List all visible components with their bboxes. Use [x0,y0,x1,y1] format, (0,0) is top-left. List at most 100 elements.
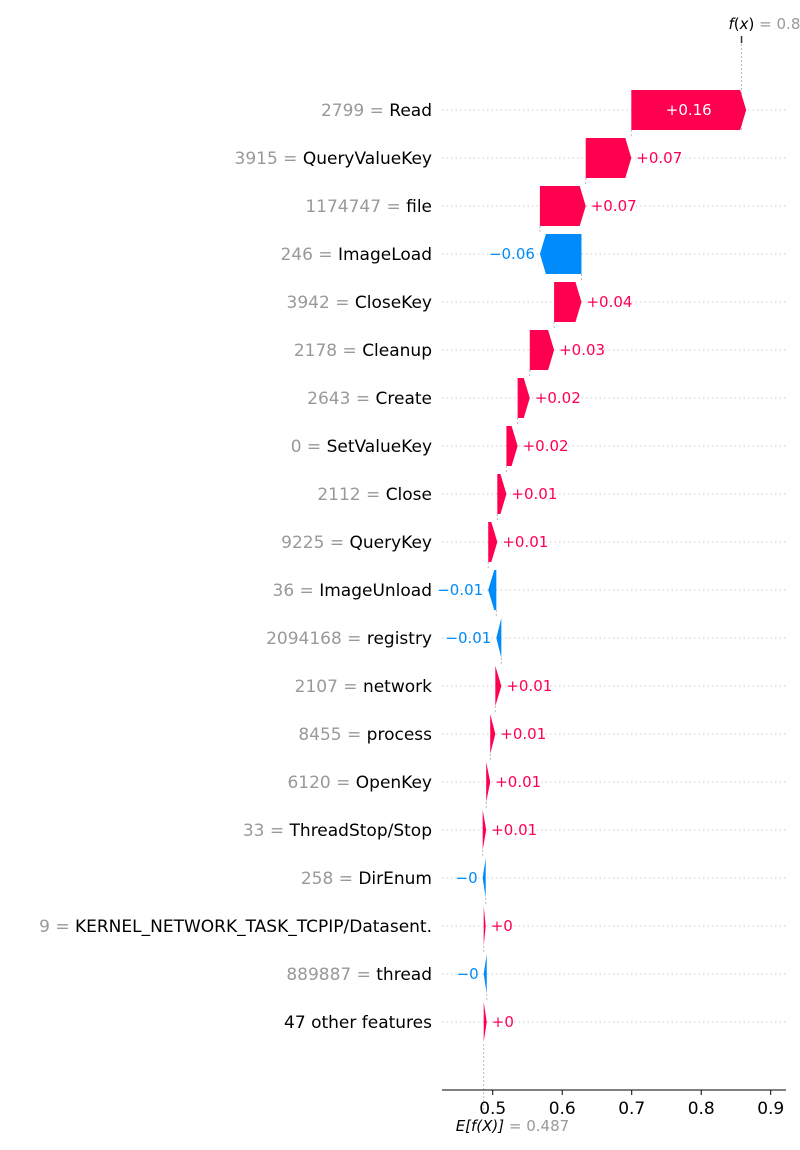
feature-value: 1174747 = [305,197,406,217]
feature-value: 246 = [280,245,338,265]
bar-value-label: +0.01 [491,821,537,839]
feature-label: 9225 = QueryKey [281,533,432,553]
contribution-bar [495,666,502,706]
contribution-bars: +0.16 +0.07 +0.07 −0.06 +0.04 +0.03 +0.02 +0.02… [437,90,747,1042]
feature-value: 9 = [39,917,75,937]
feature-label: 36 = ImageUnload [273,581,432,601]
feature-label: 1174747 = file [305,197,432,217]
contribution-bar [496,618,502,658]
x-tick-label: 0.8 [688,1099,715,1119]
feature-value: 36 = [273,581,320,601]
feature-name: network [363,677,432,697]
bar-value-label: −0 [457,965,479,983]
fx-close: ) [749,15,760,33]
fx-x: x [739,15,749,33]
feature-value: 889887 = [286,965,376,985]
feature-name: Close [386,485,432,505]
feature-value: 9225 = [281,533,349,553]
bar-value-label: +0.01 [500,725,546,743]
contribution-bar [482,858,486,898]
bar-value-label: +0.03 [559,341,605,359]
bar-value-label: +0.02 [523,437,569,455]
feature-value: 0 = [291,437,327,457]
contribution-bar [539,234,582,274]
bar-value-label: −0.01 [445,629,491,647]
feature-name: file [406,197,432,217]
feature-value: 2178 = [294,341,362,361]
x-axis: 0.5 0.6 0.7 0.8 0.9 [442,1089,786,1119]
fx-value: = 0.8 [759,15,800,33]
feature-label: 3915 = QueryValueKey [235,149,433,169]
feature-name: Cleanup [362,341,432,361]
feature-name: process [367,725,432,745]
feature-label: 2799 = Read [321,101,432,121]
feature-name: KERNEL_NETWORK_TASK_TCPIP/Datasent. [75,917,432,937]
feature-label: 0 = SetValueKey [291,437,432,457]
contribution-bar [488,522,498,562]
contribution-bar [482,810,487,850]
feature-name: SetValueKey [327,437,432,457]
feature-label: 2178 = Cleanup [294,341,432,361]
feature-name: ThreadStop/Stop [289,821,432,841]
contribution-bar [529,330,555,370]
bar-value-label: +0.02 [535,389,581,407]
bar-value-label: +0 [492,1013,514,1031]
fx-annotation: f(x) = 0.8 [729,15,800,33]
bar-value-label: +0.01 [506,677,552,695]
feature-label: 2643 = Create [307,389,432,409]
contribution-bar [631,90,747,130]
feature-name: DirEnum [358,869,432,889]
feature-labels: 2799 = Read 3915 = QueryValueKey 1174747 =… [39,101,432,1033]
feature-label: 246 = ImageLoad [280,245,432,265]
feature-value: 3915 = [235,149,303,169]
base-value: = 0.487 [509,1117,569,1135]
feature-name: registry [367,629,432,649]
feature-value: 6120 = [287,773,355,793]
feature-name: 47 other features [284,1013,432,1033]
feature-label: 3942 = CloseKey [287,293,432,313]
contribution-bar [483,906,486,946]
feature-name: QueryValueKey [303,149,432,169]
contribution-bar [497,474,507,514]
bar-value-label: +0 [491,917,513,935]
feature-label: 2112 = Close [317,485,432,505]
feature-name: thread [376,965,432,985]
bar-value-label: +0.04 [586,293,632,311]
x-tick-label: 0.7 [618,1099,645,1119]
bar-value-label: −0.06 [489,245,535,263]
contribution-bar [554,282,582,322]
feature-label: 2107 = network [295,677,433,697]
feature-label: 9 = KERNEL_NETWORK_TASK_TCPIP/Datasent. [39,917,432,937]
feature-name: OpenKey [356,773,432,793]
feature-value: 258 = [301,869,359,889]
bar-value-label: −0 [456,869,478,887]
contribution-bar [483,1002,487,1042]
bar-value-label: +0.01 [495,773,541,791]
feature-name: Create [376,389,433,409]
feature-label: 889887 = thread [286,965,432,985]
contribution-bar [488,570,497,610]
x-tick-label: 0.5 [479,1099,506,1119]
feature-label: 6120 = OpenKey [287,773,432,793]
feature-value: 2107 = [295,677,363,697]
contribution-bar [517,378,530,418]
bar-value-label: +0.01 [511,485,557,503]
bar-value-label: −0.01 [437,581,483,599]
contribution-bar [486,762,491,802]
contribution-bar [483,954,487,994]
feature-value: 3942 = [287,293,355,313]
feature-name: QueryKey [350,533,433,553]
bar-value-label: +0.16 [666,101,712,119]
contribution-bar [585,138,632,178]
contribution-bar [539,186,586,226]
feature-value: 8455 = [298,725,366,745]
feature-value: 33 = [243,821,290,841]
feature-label: 33 = ThreadStop/Stop [243,821,432,841]
feature-label: 2094168 = registry [266,629,432,649]
x-tick-label: 0.6 [549,1099,576,1119]
fx-symbol: f [729,15,737,33]
feature-value: 2112 = [317,485,385,505]
feature-value: 2799 = [321,101,389,121]
bar-value-label: +0.01 [502,533,548,551]
